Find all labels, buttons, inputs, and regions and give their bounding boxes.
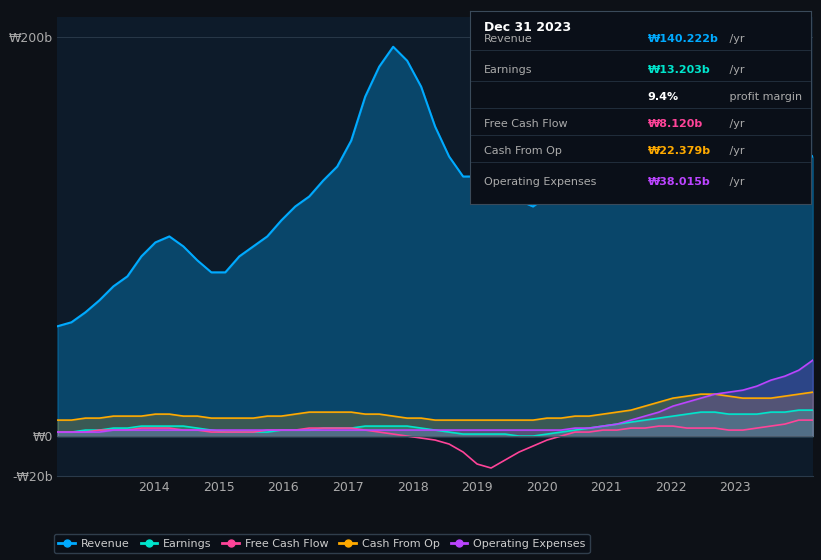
Text: 9.4%: 9.4% [648, 92, 679, 102]
Text: /yr: /yr [726, 178, 745, 188]
Text: ₩38.015b: ₩38.015b [648, 178, 710, 188]
Legend: Revenue, Earnings, Free Cash Flow, Cash From Op, Operating Expenses: Revenue, Earnings, Free Cash Flow, Cash … [54, 534, 589, 553]
Text: Operating Expenses: Operating Expenses [484, 178, 596, 188]
Text: ₩140.222b: ₩140.222b [648, 34, 718, 44]
Text: ₩8.120b: ₩8.120b [648, 119, 703, 129]
Text: /yr: /yr [726, 119, 745, 129]
Text: ₩13.203b: ₩13.203b [648, 66, 710, 75]
Text: Revenue: Revenue [484, 34, 533, 44]
Text: profit margin: profit margin [726, 92, 802, 102]
Text: Dec 31 2023: Dec 31 2023 [484, 21, 571, 34]
Text: Free Cash Flow: Free Cash Flow [484, 119, 567, 129]
Text: Cash From Op: Cash From Op [484, 147, 562, 156]
Text: Earnings: Earnings [484, 66, 533, 75]
Text: /yr: /yr [726, 147, 745, 156]
Text: /yr: /yr [726, 34, 745, 44]
Text: /yr: /yr [726, 66, 745, 75]
Text: ₩22.379b: ₩22.379b [648, 147, 711, 156]
